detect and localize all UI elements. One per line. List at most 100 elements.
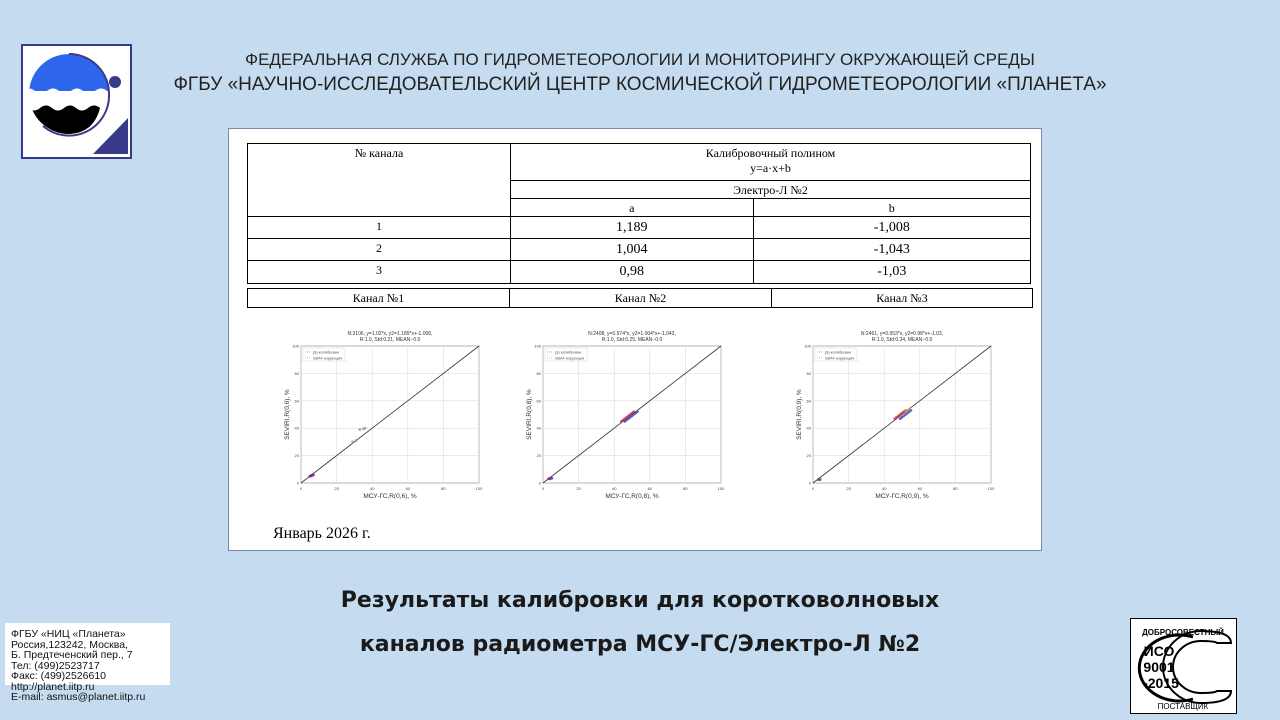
- table-row: 1 1,189 -1,008: [247, 216, 1032, 239]
- y-tick-label: 80: [807, 371, 812, 376]
- chart-subtitle: R:1.0, Std:0.34, MEAN:-0.0: [872, 337, 933, 343]
- chart-subtitle: R:1.0, Std:0.25, MEAN:-0.0: [602, 337, 663, 343]
- cell-b: -1,03: [752, 260, 1032, 284]
- scatter-chart-1: 00 20 20 40 40 60 60 80 80 100 100 N:2106, y=1.02*x…: [284, 331, 483, 499]
- channel-3-label: Канал №3: [771, 288, 1033, 308]
- x-tick-label: 100: [718, 486, 725, 491]
- table-row: 2 1,004 -1,043: [247, 238, 1032, 261]
- y-tick-label: 60: [295, 398, 300, 403]
- scatter-chart-3: 00 20 20 40 40 60 60 80 80 100 100 N:2461, y=0.953*…: [796, 331, 995, 499]
- y-tick-label: 100: [292, 344, 299, 349]
- chart-title: N:2461, y=0.953*x, y2=0.98*x+-1.03,: [861, 331, 943, 337]
- data-point: [358, 428, 362, 431]
- data-point: [904, 408, 907, 412]
- x-tick-label: 60: [406, 486, 411, 491]
- cell-b: -1,008: [752, 216, 1032, 239]
- y-tick-label: 100: [804, 344, 811, 349]
- y-tick-label: 100: [534, 344, 541, 349]
- chart-subtitle: R:1.0, Std:0.21, MEAN:-0.0: [360, 337, 421, 343]
- slide-title-line-1: Результаты калибровки для коротковолновы…: [340, 588, 940, 613]
- y-tick-label: 0: [297, 481, 300, 486]
- cell-channel: 1: [247, 216, 511, 239]
- x-tick-label: 80: [441, 486, 446, 491]
- contact-phone: Тел: (499)2523717: [11, 659, 100, 672]
- channel-1-label: Канал №1: [247, 288, 510, 308]
- y-tick-label: 0: [539, 481, 542, 486]
- header-channel: № канала: [247, 143, 511, 217]
- x-tick-label: 80: [683, 486, 688, 491]
- x-axis-label: МСУ-ГС,R(0,8), %: [605, 493, 659, 499]
- x-tick-label: 100: [988, 486, 995, 491]
- x-axis-label: МСУ-ГС,R(0,6), %: [363, 493, 417, 499]
- cell-a: 1,189: [510, 216, 754, 239]
- header-line-2: ФГБУ «НАУЧНО-ИССЛЕДОВАТЕЛЬСКИЙ ЦЕНТР КОС…: [173, 74, 1107, 95]
- cell-a: 0,98: [510, 260, 754, 284]
- iso-line1: ИСО: [1144, 643, 1175, 659]
- cell-b: -1,043: [752, 238, 1032, 261]
- scatter-chart-2: 00 20 20 40 40 60 60 80 80 100 100 N:2408, y=0.974*…: [526, 331, 725, 499]
- identity-line: [300, 345, 480, 484]
- legend-entry: До калибровки: [825, 351, 851, 355]
- contact-fax: Факс: (499)2526610: [11, 670, 107, 682]
- y-tick-label: 20: [537, 453, 542, 458]
- channel-2-label: Канал №2: [509, 288, 772, 308]
- legend: [544, 347, 588, 362]
- slide-title-line-2: каналов радиометра МСУ-ГС/Электро-Л №2: [359, 632, 921, 657]
- data-point: [907, 407, 911, 411]
- y-tick-label: 20: [807, 453, 812, 458]
- cell-channel: 2: [247, 238, 511, 261]
- formula: y=a·x+b: [750, 161, 791, 175]
- poly-label: Калибровочный полином: [705, 146, 836, 160]
- chart-title: N:2408, y=0.974*x, y2=1.004*x+-1.043,: [588, 331, 676, 337]
- x-tick-label: 20: [576, 486, 581, 491]
- x-tick-label: 20: [334, 486, 339, 491]
- contact-email[interactable]: E-mail: asmus@planet.iitp.ru: [11, 691, 146, 703]
- legend: [814, 347, 858, 362]
- data-point: [351, 440, 355, 444]
- legend-entry: До калибровки: [313, 351, 339, 355]
- date: Январь 2026 г.: [273, 525, 371, 542]
- cell-channel: 3: [247, 260, 511, 284]
- x-tick-label: 0: [542, 486, 545, 491]
- y-tick-label: 80: [537, 371, 542, 376]
- y-tick-label: 40: [537, 426, 542, 431]
- data-point: [310, 473, 314, 477]
- y-axis-label: SEVIRI,R(0,9), %: [796, 389, 803, 440]
- y-tick-label: 60: [807, 398, 812, 403]
- slide-panel: № канала Калибровочный полином y=a·x+b Эл…: [228, 128, 1042, 551]
- header-b: b: [752, 198, 1032, 217]
- header-a: a: [510, 198, 754, 217]
- legend-entry: SBAF коррекция: [825, 357, 854, 361]
- header-satellite: Электро-Л №2: [510, 180, 1031, 199]
- x-tick-label: 0: [300, 486, 303, 491]
- contact-org: ФГБУ «НИЦ «Планета»: [11, 628, 126, 640]
- legend: [302, 347, 346, 362]
- x-tick-label: 40: [370, 486, 375, 491]
- contact-website[interactable]: http://planet.iitp.ru: [11, 680, 95, 693]
- planeta-logo: [21, 44, 132, 159]
- header-line-1: ФЕДЕРАЛЬНАЯ СЛУЖБА ПО ГИДРОМЕТЕОРОЛОГИИ …: [245, 50, 1035, 69]
- data-point: [550, 476, 554, 480]
- header-polynomial: Калибровочный полином y=a·x+b: [510, 143, 1031, 181]
- data-point: [363, 426, 367, 430]
- contact-street: Б. Предтеченский пер., 7: [11, 649, 133, 661]
- data-point: [354, 439, 358, 442]
- iso-bottom-text: ПОСТАВЩИК: [1158, 702, 1209, 711]
- contact-info: ФГБУ «НИЦ «Планета» Россия,123242, Москв…: [5, 623, 170, 702]
- x-tick-label: 0: [812, 486, 815, 491]
- legend-entry: SBAF коррекция: [555, 357, 584, 361]
- x-tick-label: 80: [953, 486, 958, 491]
- legend-entry: SBAF коррекция: [313, 357, 342, 361]
- data-point: [818, 478, 822, 481]
- x-axis-label: МСУ-ГС,R(0,9), %: [875, 493, 929, 499]
- chart-title: N:2106, y=1.02*x, y2=1.189*x+-1.008,: [348, 331, 433, 337]
- iso-line2: 9001: [1143, 659, 1174, 675]
- y-tick-label: 20: [295, 453, 300, 458]
- cell-a: 1,004: [510, 238, 754, 261]
- legend-entry: До калибровки: [555, 351, 581, 355]
- iso-top-text: ДОБРОСОВЕСТНЫЙ: [1142, 628, 1224, 637]
- x-tick-label: 60: [918, 486, 923, 491]
- x-tick-label: 20: [846, 486, 851, 491]
- x-tick-label: 60: [648, 486, 653, 491]
- x-tick-label: 100: [476, 486, 483, 491]
